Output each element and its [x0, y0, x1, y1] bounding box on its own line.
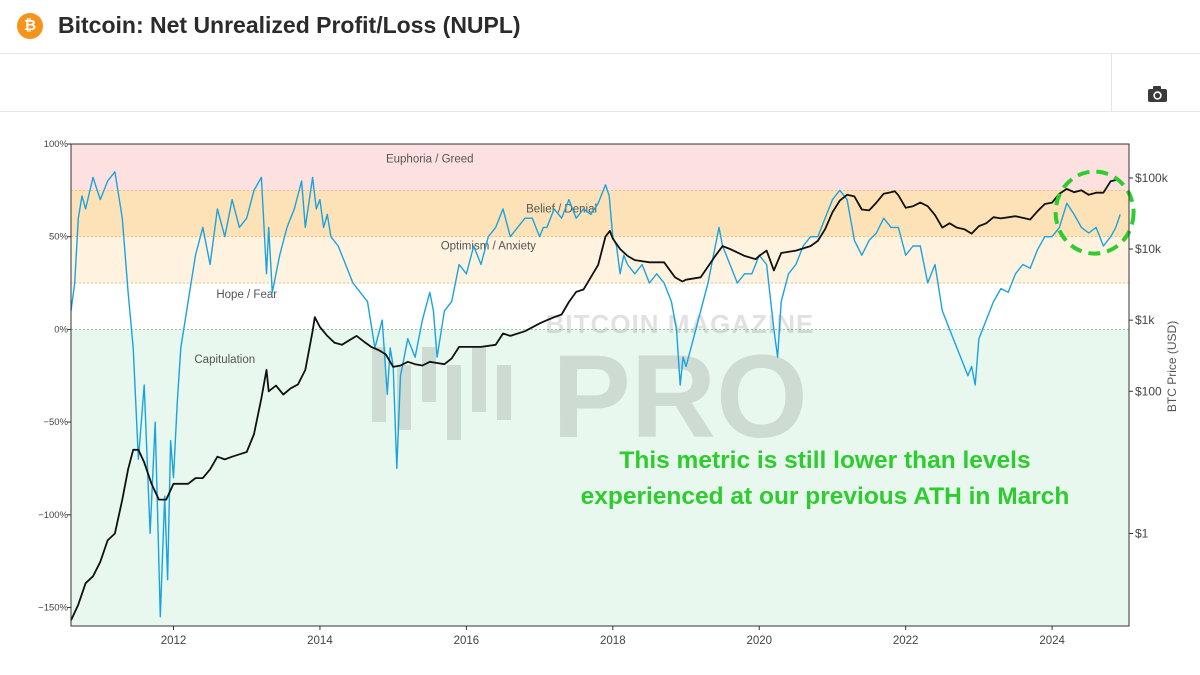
watermark-bar-5	[497, 365, 511, 420]
left-tick-label: −100%	[38, 510, 68, 521]
zone-band-0	[71, 144, 1129, 191]
x-tick-label: 2012	[161, 635, 187, 647]
watermark-bar-4	[472, 347, 486, 412]
annotation-text: This metric is still lower than levels e…	[540, 443, 1110, 515]
x-tick-label: 2022	[893, 635, 919, 647]
right-tick-label: $1k	[1135, 313, 1155, 327]
header: ₿ Bitcoin: Net Unrealized Profit/Loss (N…	[0, 0, 1200, 54]
page-title: Bitcoin: Net Unrealized Profit/Loss (NUP…	[58, 12, 521, 38]
right-tick-label: $10k	[1135, 242, 1162, 256]
x-tick-label: 2024	[1039, 635, 1065, 647]
zone-label-1: Belief / Denial	[526, 204, 597, 216]
right-axis-title: BTC Price (USD)	[1165, 321, 1179, 412]
right-tick-label: $1	[1135, 526, 1149, 540]
watermark-bar-0	[372, 347, 386, 422]
plot-frame	[70, 143, 1130, 627]
left-tick-label: 0%	[54, 324, 68, 335]
series-line-btc-price	[70, 178, 1119, 621]
zone-label-4: Capitulation	[194, 354, 255, 366]
series-line-nupl	[70, 171, 1121, 618]
right-tick-label: $100	[1135, 384, 1162, 398]
watermark-line-2: PRO	[552, 331, 808, 463]
zone-band-3	[71, 283, 1129, 330]
x-tick-label: 2018	[600, 635, 626, 647]
zone-band-4	[71, 329, 1129, 626]
left-tick-label: −150%	[38, 602, 68, 613]
bitcoin-logo-icon: ₿	[17, 13, 43, 39]
right-tick-label: $100k	[1135, 171, 1169, 185]
zone-label-0: Euphoria / Greed	[386, 154, 474, 166]
watermark-bar-3	[447, 365, 461, 440]
watermark-bar-2	[422, 347, 436, 402]
screenshot-button[interactable]	[1143, 80, 1173, 106]
zone-label-2: Optimism / Anxiety	[441, 241, 536, 253]
annotation-line-2: experienced at our previous ATH in March	[580, 483, 1070, 510]
camera-icon	[1148, 86, 1167, 102]
highlight-circle	[1053, 169, 1136, 256]
left-tick-label: 50%	[49, 232, 69, 243]
watermark-line-1: BITCOIN MAGAZINE	[546, 309, 815, 339]
x-tick-label: 2016	[454, 635, 480, 647]
left-tick-label: −50%	[43, 417, 68, 428]
x-tick-label: 2020	[746, 635, 772, 647]
toolbar-divider	[1111, 54, 1112, 111]
left-tick-label: 100%	[44, 139, 69, 150]
zone-label-3: Hope / Fear	[216, 289, 277, 301]
chart-toolbar	[0, 54, 1200, 112]
annotation-line-1: This metric is still lower than levels	[619, 447, 1031, 474]
x-tick-label: 2014	[307, 635, 333, 647]
